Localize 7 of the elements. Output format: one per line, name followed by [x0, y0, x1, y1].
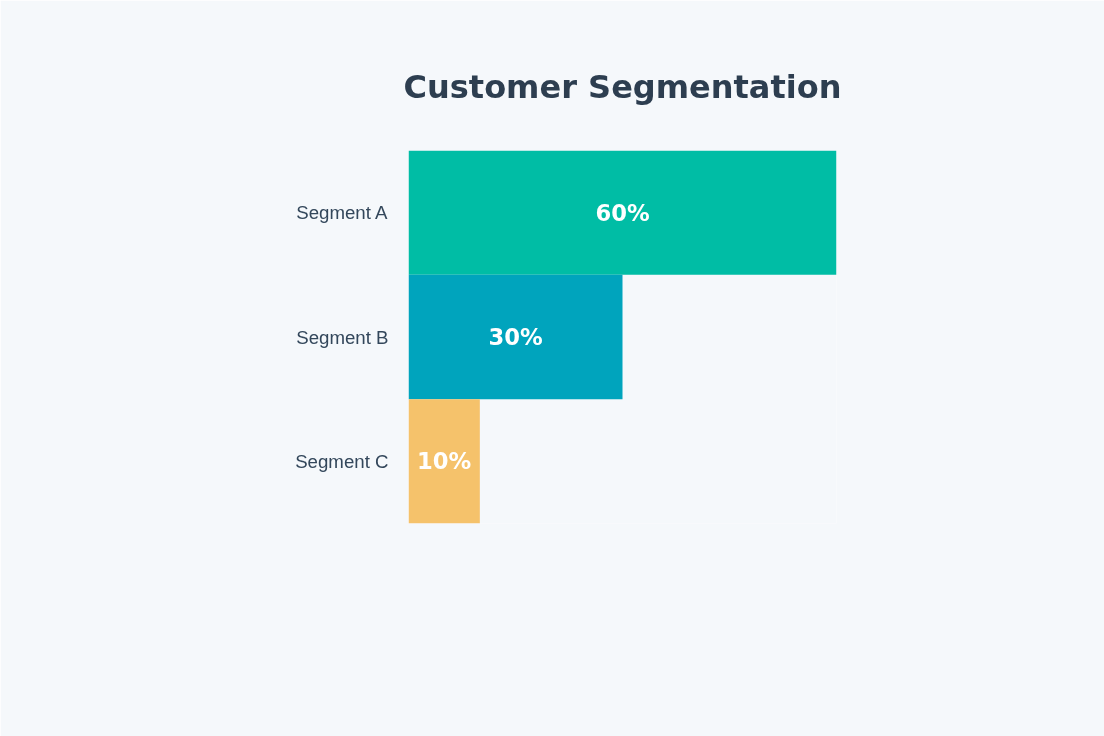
- chart-title: Customer Segmentation: [403, 67, 842, 106]
- y-tick-label: Segment C: [295, 450, 389, 472]
- data-label: 30%: [488, 324, 543, 350]
- data-label: 10%: [417, 448, 472, 475]
- y-tick-label: Segment B: [296, 326, 389, 348]
- y-tick-label: Segment A: [296, 202, 389, 224]
- data-label: 60%: [595, 199, 650, 226]
